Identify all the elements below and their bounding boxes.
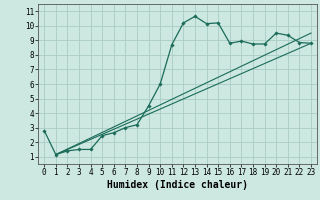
X-axis label: Humidex (Indice chaleur): Humidex (Indice chaleur) xyxy=(107,180,248,190)
